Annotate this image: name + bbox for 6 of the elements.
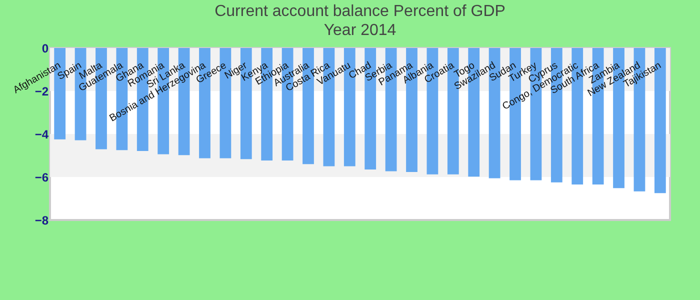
y-tick-label: −8 [34,214,49,228]
y-tick-label: −6 [34,170,49,184]
y-tick-label: 0 [42,42,49,56]
chart-title: Current account balance Percent of GDP [214,3,506,20]
chart-subtitle: Year 2014 [324,22,396,39]
y-tick-label: −4 [34,128,49,142]
